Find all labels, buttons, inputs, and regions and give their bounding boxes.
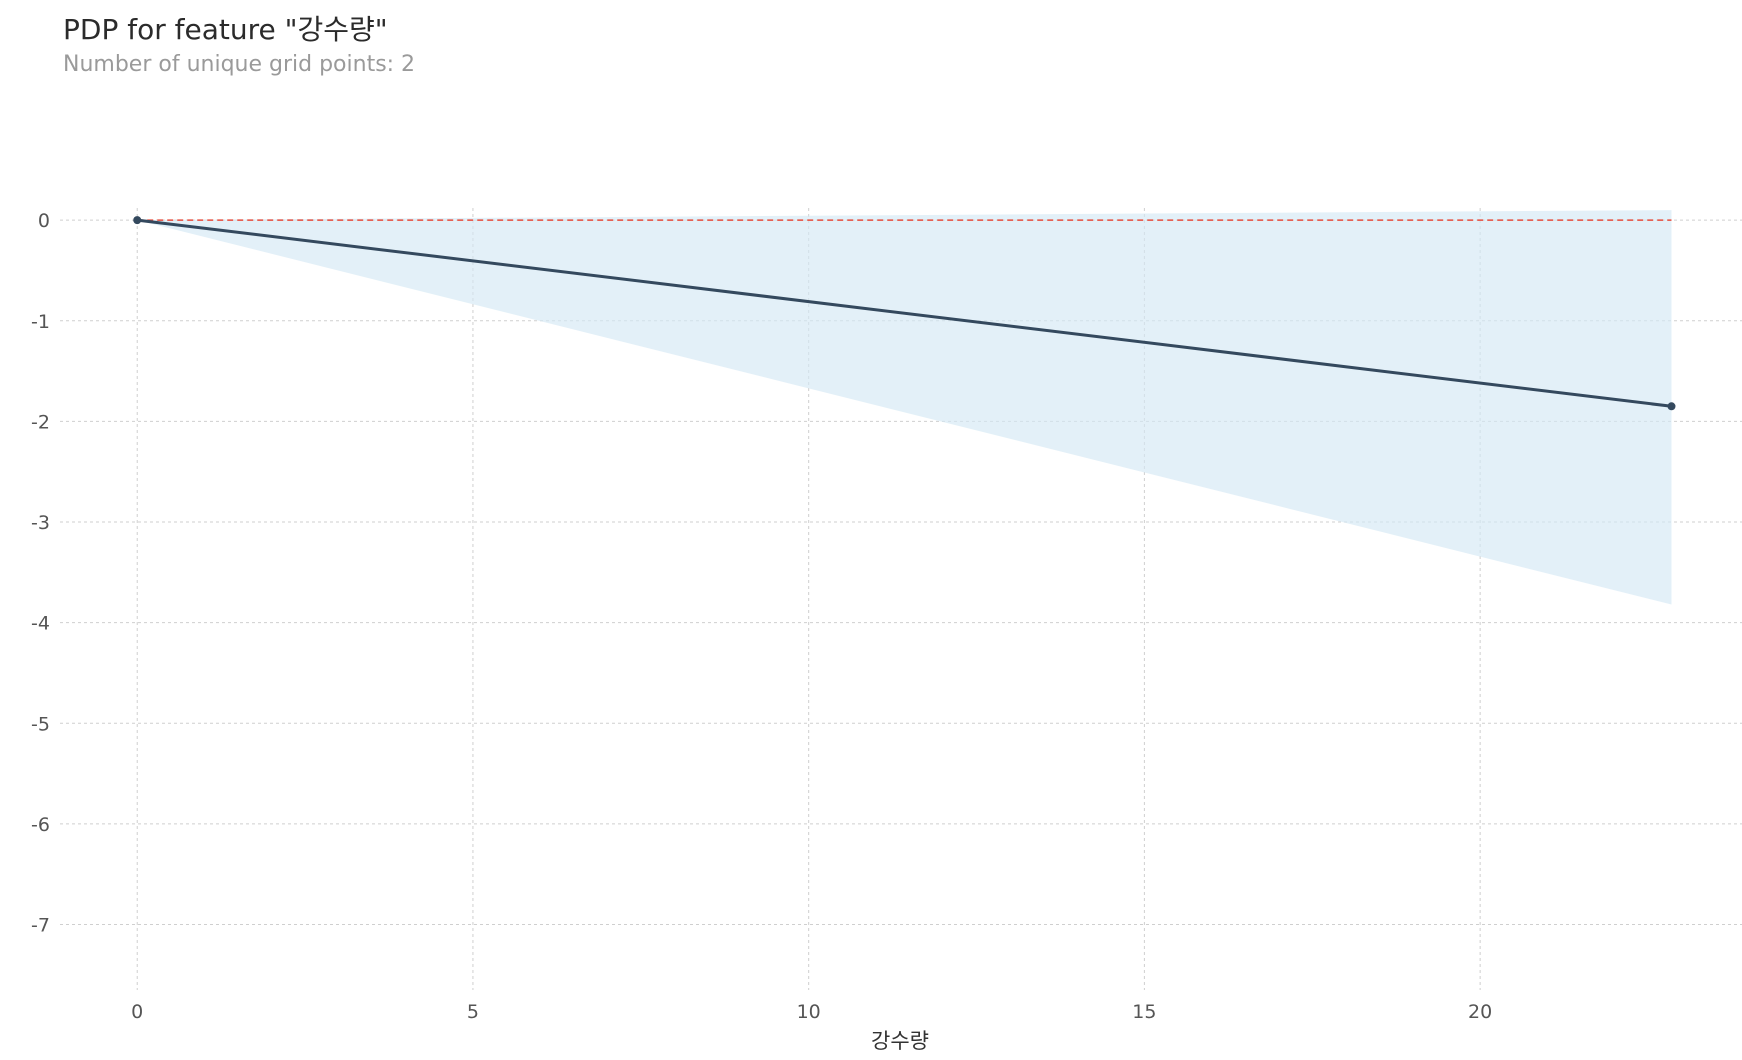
x-tick-labels: 0 5 10 15 20	[131, 1001, 1492, 1023]
y-tick-label: -6	[31, 814, 50, 836]
x-tick-label: 15	[1132, 1001, 1156, 1023]
y-tick-label: -4	[31, 613, 50, 635]
y-tick-label: 0	[38, 210, 50, 232]
x-tick-label: 0	[131, 1001, 143, 1023]
y-tick-label: -7	[31, 915, 50, 937]
chart-subtitle: Number of unique grid points: 2	[63, 52, 416, 77]
pdp-point	[1667, 402, 1676, 411]
y-tick-label: -1	[31, 311, 50, 333]
x-gridlines	[136, 208, 1481, 990]
pdp-points	[133, 216, 1676, 411]
pdp-point	[133, 216, 142, 225]
x-axis-label: 강수량	[871, 1029, 929, 1053]
x-tick-label: 20	[1468, 1001, 1492, 1023]
confidence-band	[137, 210, 1672, 605]
y-tick-labels: 0 -1 -2 -3 -4 -5 -6 -7	[31, 210, 50, 936]
y-tick-label: -2	[31, 411, 50, 433]
y-tick-label: -5	[31, 713, 50, 735]
x-tick-label: 10	[797, 1001, 821, 1023]
y-tick-label: -3	[31, 512, 50, 534]
pdp-line	[137, 218, 1672, 408]
x-tick-label: 5	[467, 1001, 479, 1023]
chart-title: PDP for feature "강수량"	[63, 13, 388, 46]
